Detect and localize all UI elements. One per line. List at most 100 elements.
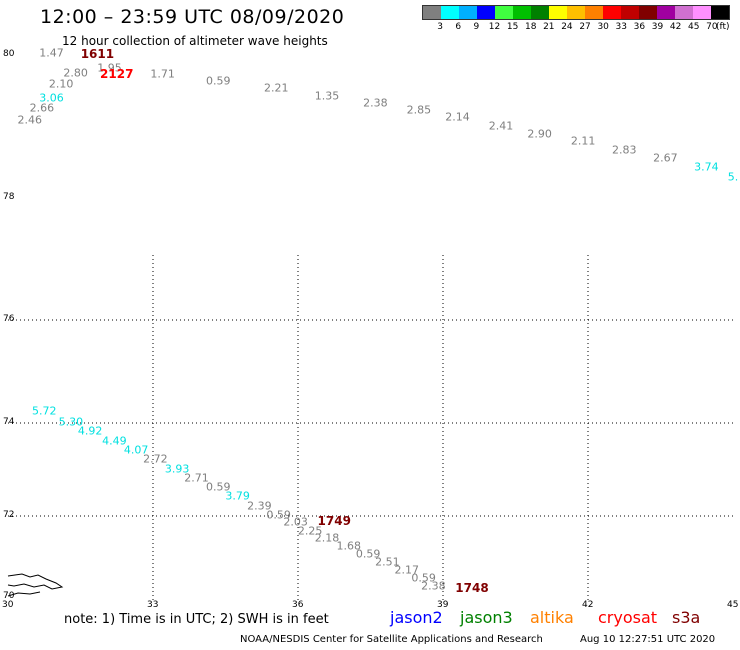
color-scale-swatch xyxy=(603,6,621,19)
coastline-path xyxy=(7,591,41,597)
wave-height-value: 1.95 xyxy=(97,61,122,75)
color-scale-label: 21 xyxy=(543,22,555,32)
wave-height-value: 4.92 xyxy=(77,424,103,438)
color-scale-swatch xyxy=(567,6,585,19)
wave-height-value: 2.21 xyxy=(264,81,289,95)
color-scale-label: 12 xyxy=(488,22,501,32)
color-scale-label: 15 xyxy=(506,22,519,32)
wave-height-value: 3.93 xyxy=(164,462,190,476)
satellite-legend-item: s3a xyxy=(672,608,701,627)
wave-height-value: 0.59 xyxy=(206,480,231,494)
satellite-legend-item: altika xyxy=(530,608,574,627)
wave-height-value: 0.59 xyxy=(266,508,291,522)
wave-height-value: 1.71 xyxy=(150,67,175,81)
lon-label: 33 xyxy=(147,600,159,610)
wave-height-value: 2.11 xyxy=(570,134,596,148)
color-scale-label: 27 xyxy=(579,22,591,32)
wave-height-value: 5. xyxy=(727,170,739,184)
color-scale-label: 30 xyxy=(597,22,609,32)
wave-height-value: 2.83 xyxy=(612,143,637,157)
color-scale-swatch xyxy=(621,6,639,19)
color-scale-swatch xyxy=(585,6,603,19)
wave-height-value: 2.10 xyxy=(48,77,74,91)
graticule xyxy=(8,255,733,600)
color-scale-swatch xyxy=(495,6,513,19)
lon-label: 45 xyxy=(727,600,739,610)
wave-height-value: 2.18 xyxy=(314,531,340,545)
color-scale-swatch xyxy=(657,6,675,19)
wave-height-value: 2.90 xyxy=(527,127,552,141)
color-scale-swatch xyxy=(459,6,477,19)
wave-height-value: 1.47 xyxy=(39,46,64,60)
wave-height-value: 5.30 xyxy=(58,415,84,429)
footer-note: note: 1) Time is in UTC; 2) SWH is in fe… xyxy=(64,612,329,627)
wave-height-value: 2.72 xyxy=(143,452,168,466)
wave-height-value: 2.14 xyxy=(445,110,470,124)
chart-title: 12:00 – 23:59 UTC 08/09/2020 xyxy=(40,6,345,28)
wave-height-value: 1.35 xyxy=(314,89,340,103)
color-scale-unit: (ft) xyxy=(716,22,730,32)
wave-height-value: 3.74 xyxy=(694,160,719,174)
wave-height-value: 2.46 xyxy=(17,113,43,127)
wave-height-value: 4.07 xyxy=(123,443,149,457)
wave-height-value: 2.66 xyxy=(29,101,55,115)
wave-height-value: 5.72 xyxy=(32,404,57,418)
lon-label: 42 xyxy=(582,600,594,610)
wave-height-value: 2.67 xyxy=(653,151,678,165)
color-scale-label: 39 xyxy=(651,22,664,32)
color-scale-label: 24 xyxy=(561,22,573,32)
coastline xyxy=(7,573,64,597)
color-scale-swatch xyxy=(639,6,657,19)
color-scale-label: 42 xyxy=(669,22,682,32)
color-scale-bar xyxy=(422,5,730,20)
color-scale-swatch xyxy=(477,6,495,19)
lon-label: 30 xyxy=(2,600,14,610)
coastline-path xyxy=(7,573,64,590)
wave-height-value: 2.03 xyxy=(283,515,308,529)
color-scale-label: 45 xyxy=(688,22,700,32)
wave-height-value: 2.80 xyxy=(63,66,88,80)
wave-height-value: 2.38 xyxy=(363,96,388,110)
wave-height-value: 1.68 xyxy=(336,539,362,553)
lon-label: 39 xyxy=(437,600,449,610)
wave-height-value: 2.39 xyxy=(247,499,272,513)
wave-height-value: 2.38 xyxy=(421,579,446,593)
wave-height-value: 3.06 xyxy=(39,91,64,105)
wave-height-value: 0.59 xyxy=(206,74,231,88)
satellite-legend-item: jason3 xyxy=(460,608,513,627)
generation-timestamp: Aug 10 12:27:51 UTC 2020 xyxy=(580,634,716,645)
color-scale-swatch xyxy=(513,6,531,19)
wave-height-value: 2.51 xyxy=(375,555,400,569)
color-scale-swatch xyxy=(693,6,711,19)
lat-label: 70 xyxy=(3,591,15,601)
satellite-legend-item: jason2 xyxy=(390,608,443,627)
pass-time-label: 1611 xyxy=(80,46,115,61)
color-scale-swatch xyxy=(711,6,729,19)
wave-height-value: 2.71 xyxy=(184,471,209,485)
wave-height-value: 2.17 xyxy=(394,563,420,577)
wave-height-value: 3.79 xyxy=(225,489,250,503)
wave-height-value: 2.85 xyxy=(406,103,432,117)
color-scale-label: 33 xyxy=(615,22,628,32)
color-scale-swatch xyxy=(423,6,441,19)
lon-label: 36 xyxy=(292,600,304,610)
pass-time-label: 1748 xyxy=(455,581,489,596)
color-scale-swatch xyxy=(531,6,549,19)
lat-label: 78 xyxy=(3,192,15,202)
pass-time-label: 2127 xyxy=(100,66,134,81)
color-scale-label: 9 xyxy=(473,22,480,32)
wave-height-value: 2.25 xyxy=(297,524,323,538)
color-scale-swatch xyxy=(441,6,459,19)
color-scale-label: 70 xyxy=(706,22,718,32)
wave-height-value: 0.59 xyxy=(355,547,381,561)
lat-label: 80 xyxy=(3,49,15,59)
color-scale-label: 3 xyxy=(437,22,443,32)
pass-time-label: 1749 xyxy=(317,513,351,528)
chart-subtitle: 12 hour collection of altimeter wave hei… xyxy=(62,34,328,48)
color-scale-label: 18 xyxy=(524,22,537,32)
color-scale-label: 6 xyxy=(455,22,462,32)
color-scale-label: 36 xyxy=(633,22,646,32)
color-scale-swatch xyxy=(675,6,693,19)
lat-label: 74 xyxy=(3,417,15,427)
